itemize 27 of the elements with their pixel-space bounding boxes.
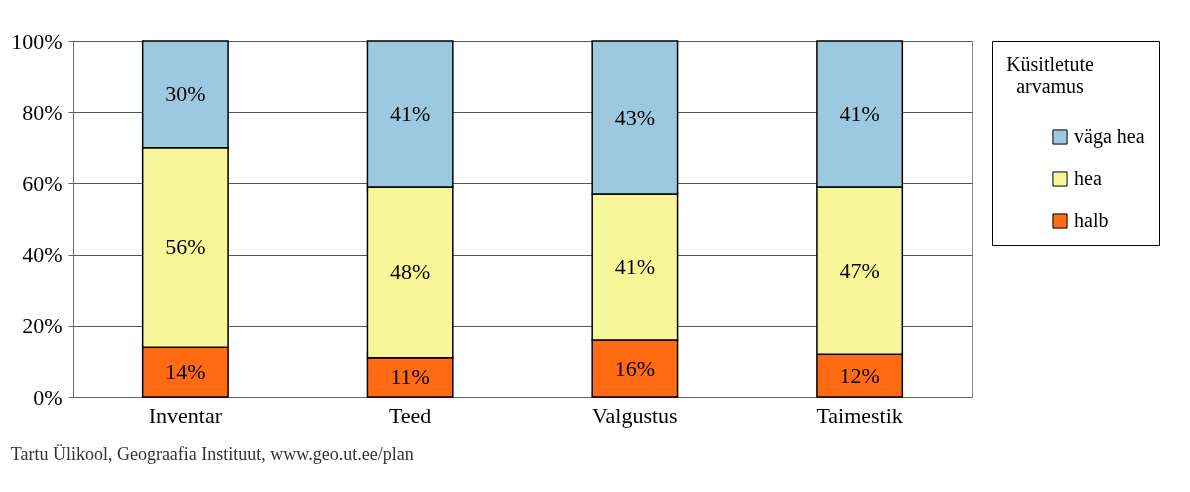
data-label: 47% [839,257,880,283]
x-tick-label: Taimestik [816,402,903,428]
y-tick-label: 80% [22,99,63,125]
legend-label: väga hea [1074,125,1145,148]
data-label: 56% [165,234,206,260]
data-label: 48% [389,259,431,285]
data-label: 41% [614,254,656,280]
y-tick-label: 60% [22,170,63,196]
y-tick-label: 0% [33,384,63,410]
x-tick-label: Teed [388,402,432,428]
data-label: 12% [839,362,880,388]
legend-label: halb [1074,209,1109,231]
y-tick-label: 100% [11,28,63,54]
data-label: 14% [165,359,206,385]
data-label: 16% [614,355,656,381]
data-label: 30% [165,81,206,107]
y-tick-label: 40% [22,242,63,268]
legend-title: Küsitletute arvamus [1006,53,1094,97]
x-tick-label: Valgustus [592,402,678,428]
x-tick-label: Inventar [148,402,223,428]
data-label: 11% [390,364,430,390]
y-tick-label: 20% [22,313,63,339]
data-label: 41% [839,100,880,126]
text: Tartu Ülikool, Geograafia Instituut, www.geo.ut.ee/plan [10,444,414,464]
data-label: 41% [389,100,431,126]
legend-label: hea [1074,167,1102,189]
data-label: 43% [614,104,656,130]
